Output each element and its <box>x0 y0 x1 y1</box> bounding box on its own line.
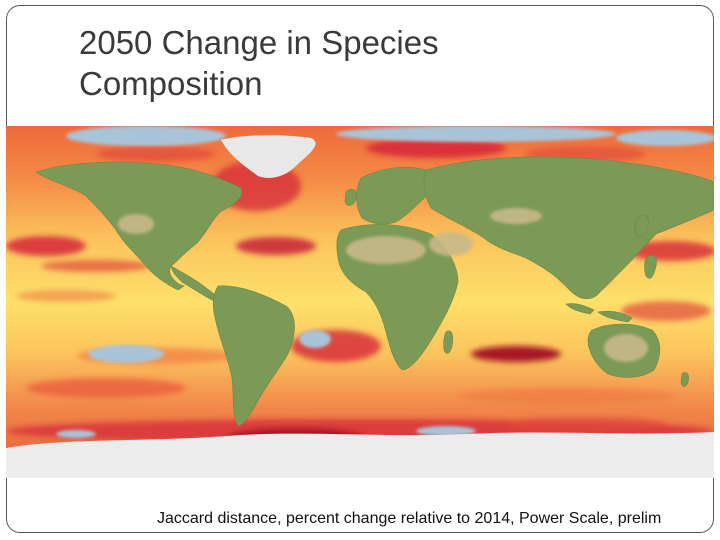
arctic-ice <box>221 135 316 178</box>
world-map <box>6 126 714 478</box>
slide-title: 2050 Change in Species Composition <box>79 22 599 104</box>
no-data-patches <box>56 126 714 438</box>
deserts <box>118 208 648 362</box>
map-caption: Jaccard distance, percent change relativ… <box>157 510 662 527</box>
world-map-graphic <box>6 126 714 478</box>
title-line-2: Composition <box>79 65 263 102</box>
antarctica <box>6 432 714 478</box>
species-change-bands <box>6 138 714 448</box>
title-line-1: 2050 Change in Species <box>79 24 439 61</box>
